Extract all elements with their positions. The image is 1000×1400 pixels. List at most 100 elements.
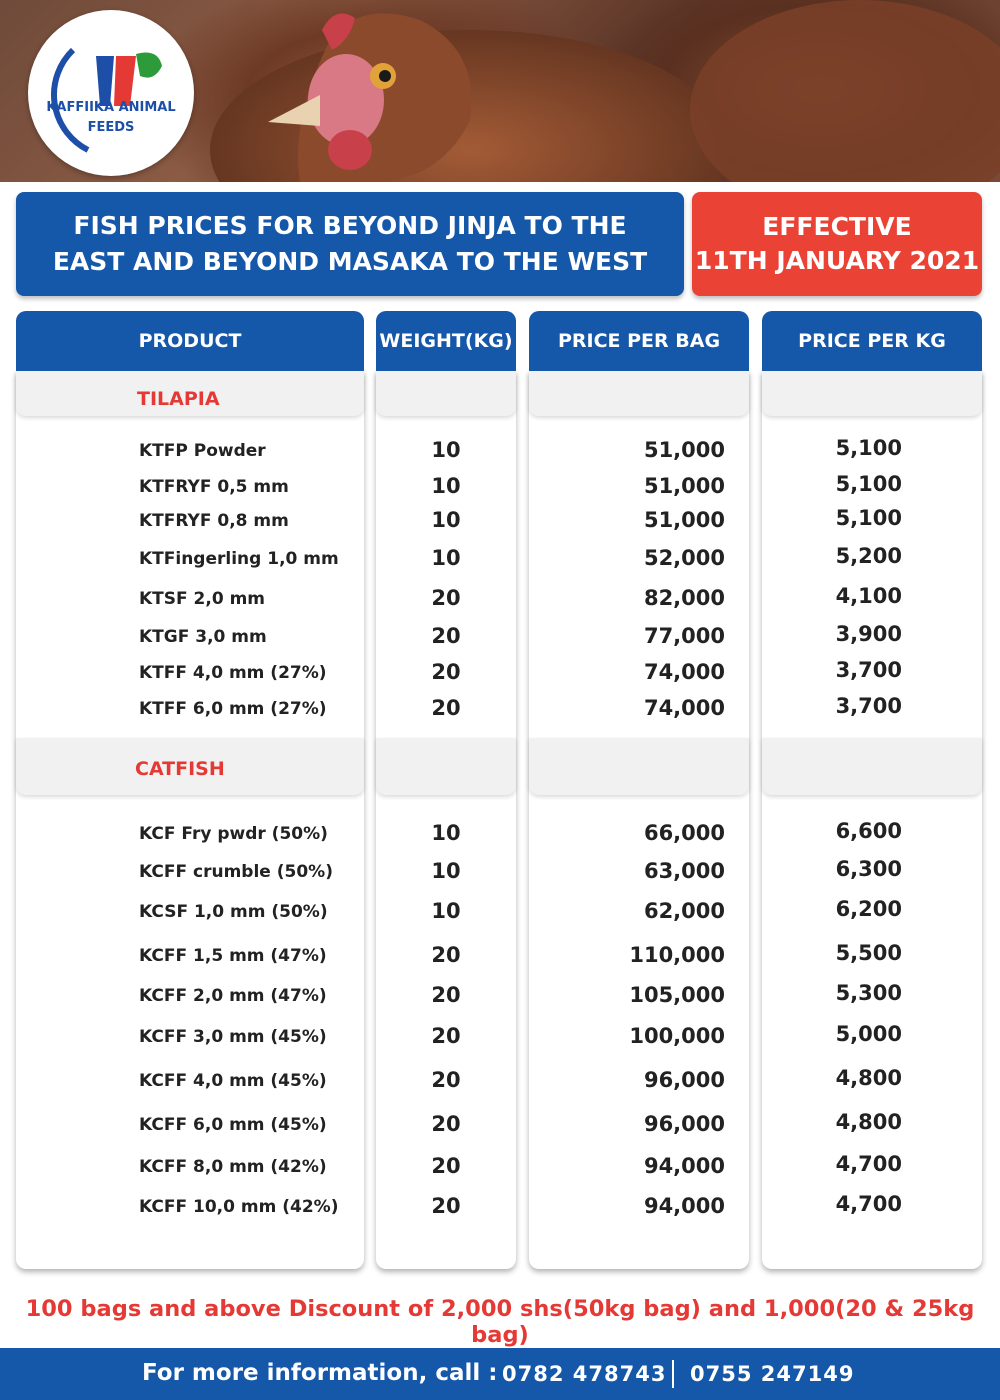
hero-photo: KAFFIIKA ANIMAL FEEDS	[0, 0, 1000, 182]
tilapia-kg-cell: 5,100	[835, 472, 902, 496]
catfish-kg-cell: 4,800	[835, 1110, 902, 1134]
header-price-bag: PRICE PER BAG	[529, 311, 749, 371]
title-banner: FISH PRICES FOR BEYOND JINJA TO THE EAST…	[16, 192, 684, 296]
tilapia-bag-cell: 51,000	[643, 474, 725, 498]
tilapia-name-cell: KTFF 6,0 mm (27%)	[139, 699, 327, 719]
catfish-bag-cell: 100,000	[629, 1024, 725, 1048]
header-price-kg: PRICE PER KG	[762, 311, 982, 371]
header-weight: WEIGHT(KG)	[376, 311, 516, 371]
catfish-kg-cell: 5,000	[835, 1022, 902, 1046]
tilapia-bag-cell: 51,000	[643, 438, 725, 462]
catfish-kg-cell: 5,300	[835, 981, 902, 1005]
catfish-kg-cell: 5,500	[835, 941, 902, 965]
effective-line1: EFFECTIVE	[762, 212, 912, 241]
title-line2: EAST AND BEYOND MASAKA TO THE WEST	[52, 247, 648, 276]
catfish-name-cell: KCFF 2,0 mm (47%)	[139, 986, 327, 1006]
catfish-band	[16, 738, 364, 795]
logo: KAFFIIKA ANIMAL FEEDS	[28, 10, 194, 176]
tilapia-band	[529, 371, 749, 416]
tilapia-name-cell: KTFP Powder	[139, 441, 266, 461]
tilapia-bag-cell: 82,000	[643, 586, 725, 610]
tilapia-name-cell: KTGF 3,0 mm	[139, 627, 267, 647]
catfish-weight-cell: 20	[431, 1112, 461, 1136]
tilapia-kg-cell: 5,200	[835, 544, 902, 568]
catfish-kg-cell: 4,800	[835, 1066, 902, 1090]
phone-number-1[interactable]: 0782 478743	[502, 1362, 667, 1386]
catfish-bag-cell: 96,000	[643, 1068, 725, 1092]
footer-label: For more information, call :	[142, 1360, 498, 1386]
catfish-weight-cell: 20	[431, 1068, 461, 1092]
tilapia-weight-cell: 20	[431, 660, 461, 684]
tilapia-kg-cell: 5,100	[835, 506, 902, 530]
hen-photo	[210, 0, 1000, 182]
phone-divider	[672, 1360, 674, 1388]
category-catfish: CATFISH	[135, 758, 225, 780]
catfish-name-cell: KCF Fry pwdr (50%)	[139, 824, 328, 844]
catfish-kg-cell: 6,600	[835, 819, 902, 843]
catfish-weight-cell: 20	[431, 1024, 461, 1048]
catfish-weight-cell: 20	[431, 943, 461, 967]
phone-number-2[interactable]: 0755 247149	[690, 1362, 855, 1386]
bag-column	[529, 371, 749, 1269]
category-tilapia: TILAPIA	[137, 388, 220, 410]
tilapia-weight-cell: 10	[431, 546, 461, 570]
catfish-weight-cell: 10	[431, 899, 461, 923]
catfish-bag-cell: 94,000	[643, 1154, 725, 1178]
catfish-name-cell: KCFF 1,5 mm (47%)	[139, 946, 327, 966]
title-line1: FISH PRICES FOR BEYOND JINJA TO THE	[73, 211, 627, 240]
catfish-bag-cell: 96,000	[643, 1112, 725, 1136]
tilapia-weight-cell: 10	[431, 508, 461, 532]
footer-bar: For more information, call : 0782 478743…	[0, 1348, 1000, 1400]
tilapia-name-cell: KTSF 2,0 mm	[139, 589, 266, 609]
catfish-name-cell: KCFF 3,0 mm (45%)	[139, 1027, 327, 1047]
catfish-bag-cell: 66,000	[643, 821, 725, 845]
tilapia-kg-cell: 3,900	[835, 622, 902, 646]
tilapia-kg-cell: 3,700	[835, 694, 902, 718]
tilapia-weight-cell: 20	[431, 624, 461, 648]
catfish-weight-cell: 10	[431, 821, 461, 845]
header-product: PRODUCT	[16, 311, 364, 371]
catfish-kg-cell: 4,700	[835, 1152, 902, 1176]
catfish-name-cell: KCSF 1,0 mm (50%)	[139, 902, 328, 922]
catfish-weight-cell: 20	[431, 1194, 461, 1218]
effective-banner: EFFECTIVE 11TH JANUARY 2021	[692, 192, 982, 296]
catfish-name-cell: KCFF 4,0 mm (45%)	[139, 1071, 327, 1091]
tilapia-weight-cell: 10	[431, 438, 461, 462]
logo-line2: FEEDS	[87, 120, 135, 135]
tilapia-bag-cell: 74,000	[643, 660, 725, 684]
tilapia-weight-cell: 20	[431, 586, 461, 610]
catfish-band	[762, 738, 982, 795]
catfish-bag-cell: 105,000	[629, 983, 725, 1007]
catfish-weight-cell: 20	[431, 983, 461, 1007]
kg-column	[762, 371, 982, 1269]
tilapia-weight-cell: 20	[431, 696, 461, 720]
tilapia-kg-cell: 3,700	[835, 658, 902, 682]
tilapia-name-cell: KTFingerling 1,0 mm	[139, 549, 339, 569]
logo-line1: KAFFIIKA ANIMAL	[46, 100, 176, 115]
catfish-name-cell: KCFF 10,0 mm (42%)	[139, 1197, 339, 1217]
weight-column	[376, 371, 516, 1269]
catfish-name-cell: KCFF 8,0 mm (42%)	[139, 1157, 327, 1177]
tilapia-weight-cell: 10	[431, 474, 461, 498]
tilapia-name-cell: KTFF 4,0 mm (27%)	[139, 663, 327, 683]
catfish-bag-cell: 62,000	[643, 899, 725, 923]
tilapia-band	[762, 371, 982, 416]
tilapia-name-cell: KTFRYF 0,8 mm	[139, 511, 289, 531]
catfish-name-cell: KCFF 6,0 mm (45%)	[139, 1115, 327, 1135]
catfish-kg-cell: 6,200	[835, 897, 902, 921]
product-column	[16, 371, 364, 1269]
effective-date: 11TH JANUARY 2021	[694, 246, 980, 275]
catfish-bag-cell: 110,000	[629, 943, 725, 967]
logo-icon	[50, 47, 162, 153]
tilapia-bag-cell: 74,000	[643, 696, 725, 720]
tilapia-name-cell: KTFRYF 0,5 mm	[139, 477, 289, 497]
catfish-band	[529, 738, 749, 795]
catfish-name-cell: KCFF crumble (50%)	[139, 862, 333, 882]
catfish-kg-cell: 4,700	[835, 1192, 902, 1216]
catfish-weight-cell: 10	[431, 859, 461, 883]
tilapia-kg-cell: 4,100	[835, 584, 902, 608]
catfish-bag-cell: 94,000	[643, 1194, 725, 1218]
catfish-weight-cell: 20	[431, 1154, 461, 1178]
tilapia-bag-cell: 52,000	[643, 546, 725, 570]
catfish-bag-cell: 63,000	[643, 859, 725, 883]
